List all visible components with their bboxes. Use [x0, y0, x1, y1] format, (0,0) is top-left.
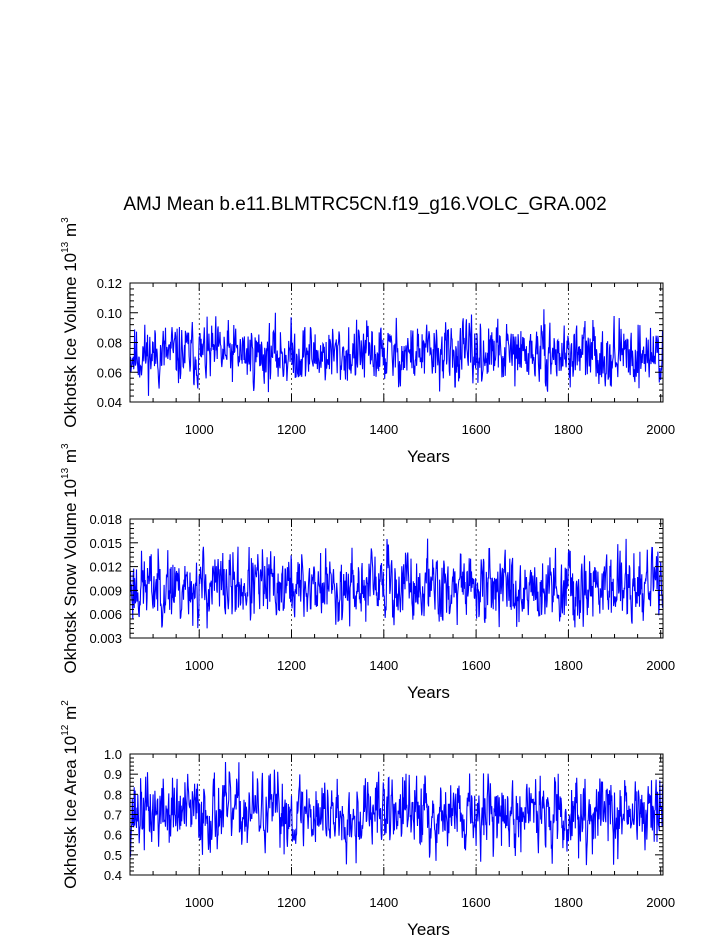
x-tick-label: 1800 — [554, 895, 583, 910]
figure-title: AMJ Mean b.e11.BLMTRC5CN.f19_g16.VOLC_GR… — [123, 194, 606, 215]
x-tick-label: 1600 — [462, 895, 491, 910]
y-tick-label: 0.8 — [104, 787, 122, 802]
y-tick-label: 0.015 — [89, 536, 122, 551]
y-axis-label: Okhotsk Ice Area 1012 m2 — [60, 700, 80, 889]
x-tick-label: 1400 — [369, 895, 398, 910]
y-tick-label: 0.006 — [89, 607, 122, 622]
y-tick-label: 0.018 — [89, 512, 122, 527]
y-tick-label: 0.003 — [89, 631, 122, 646]
y-tick-label: 0.7 — [104, 808, 122, 823]
x-axis-label: Years — [407, 920, 450, 935]
x-tick-label: 1000 — [185, 658, 214, 673]
x-tick-label: 1200 — [277, 422, 306, 437]
x-tick-label: 1200 — [277, 658, 306, 673]
y-tick-label: 0.04 — [97, 395, 122, 410]
y-tick-label: 0.12 — [97, 276, 122, 291]
x-tick-label: 1000 — [185, 895, 214, 910]
x-tick-label: 2000 — [646, 895, 675, 910]
y-tick-label: 0.08 — [97, 336, 122, 351]
x-tick-label: 1800 — [554, 658, 583, 673]
chart-panel-2: 1000 1200 1400 1600 1800 2000 0.003 0.006 0.009 0… — [60, 443, 675, 702]
chart-panel-3: 1000 1200 1400 1600 1800 2000 0.4 0.5 0.6 0.7 0.8 0… — [60, 700, 675, 935]
y-tick-label: 0.10 — [97, 306, 122, 321]
x-tick-label: 2000 — [646, 422, 675, 437]
x-tick-label: 1600 — [462, 658, 491, 673]
y-tick-label: 1.0 — [104, 747, 122, 762]
y-axis-label: Okhotsk Snow Volume 1013 m3 — [60, 443, 80, 674]
x-tick-label: 1600 — [462, 422, 491, 437]
y-tick-label: 0.6 — [104, 828, 122, 843]
x-axis-label: Years — [407, 447, 450, 466]
x-tick-label: 1000 — [185, 422, 214, 437]
y-tick-label: 0.009 — [89, 583, 122, 598]
data-series-line — [129, 761, 664, 866]
plot-frame — [129, 518, 664, 639]
chart-panel-1: 1000 1200 1400 1600 1800 2000 0.04 0.06 0.08 0.10… — [60, 217, 675, 466]
data-series-line — [129, 309, 664, 396]
y-tick-label: 0.5 — [104, 848, 122, 863]
x-tick-label: 1400 — [369, 422, 398, 437]
data-series-line — [129, 538, 664, 629]
x-tick-label: 1200 — [277, 895, 306, 910]
y-tick-label: 0.4 — [104, 868, 122, 883]
x-tick-label: 1800 — [554, 422, 583, 437]
y-tick-label: 0.06 — [97, 365, 122, 380]
y-tick-label: 0.012 — [89, 560, 122, 575]
x-tick-label: 2000 — [646, 658, 675, 673]
x-tick-label: 1400 — [369, 658, 398, 673]
y-tick-label: 0.9 — [104, 767, 122, 782]
y-axis-label: Okhotsk Ice Volume 1013 m3 — [60, 217, 80, 428]
x-axis-label: Years — [407, 683, 450, 702]
